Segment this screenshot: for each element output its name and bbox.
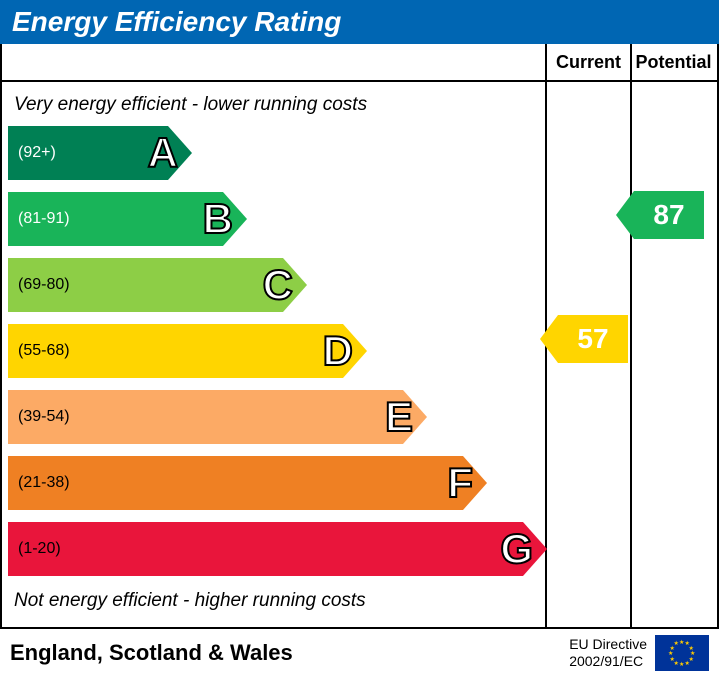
title-bar: Energy Efficiency Rating bbox=[0, 0, 719, 44]
potential-column: 87 bbox=[632, 82, 715, 627]
band-bar-e: (39-54)E bbox=[8, 390, 403, 444]
band-bar-g: (1-20)G bbox=[8, 522, 523, 576]
band-range-f: (21-38) bbox=[18, 474, 70, 492]
band-bar-d: (55-68)D bbox=[8, 324, 343, 378]
band-row-a: (92+) A bbox=[8, 126, 545, 188]
band-row-c: (69-80) C bbox=[8, 258, 545, 320]
chart-body: Very energy efficient - lower running co… bbox=[2, 82, 717, 627]
header-row: Current Potential bbox=[2, 44, 717, 82]
potential-pointer: 87 bbox=[634, 191, 704, 239]
header-spacer bbox=[2, 44, 547, 80]
current-value: 57 bbox=[577, 323, 608, 355]
eu-star-icon: ★ bbox=[674, 640, 679, 647]
band-letter-g: G bbox=[500, 525, 533, 573]
potential-pointer-arrow bbox=[616, 191, 634, 239]
current-pointer: 57 bbox=[558, 315, 628, 363]
band-range-c: (69-80) bbox=[18, 276, 70, 294]
directive-line1: EU Directive bbox=[569, 636, 647, 653]
current-header: Current bbox=[547, 44, 632, 80]
band-row-e: (39-54) E bbox=[8, 390, 545, 452]
bands-container: (92+) A (81-91) B (69-80) C (55-68) D (39-54) E (2… bbox=[2, 126, 545, 584]
current-pointer-arrow bbox=[540, 315, 558, 363]
caption-bottom: Not energy efficient - higher running co… bbox=[2, 584, 545, 616]
band-range-d: (55-68) bbox=[18, 342, 70, 360]
band-bar-f: (21-38)F bbox=[8, 456, 463, 510]
band-range-b: (81-91) bbox=[18, 210, 70, 228]
band-bar-a: (92+)A bbox=[8, 126, 168, 180]
band-bar-b: (81-91)B bbox=[8, 192, 223, 246]
epc-chart: Energy Efficiency Rating Current Potenti… bbox=[0, 0, 719, 675]
current-column: 57 bbox=[547, 82, 632, 627]
band-row-d: (55-68) D bbox=[8, 324, 545, 386]
band-letter-d: D bbox=[323, 327, 353, 375]
directive-text: EU Directive 2002/91/EC bbox=[569, 636, 647, 670]
band-letter-b: B bbox=[203, 195, 233, 243]
chart-title: Energy Efficiency Rating bbox=[12, 6, 341, 37]
footer: England, Scotland & Wales EU Directive 2… bbox=[0, 629, 719, 677]
footer-right: EU Directive 2002/91/EC ★★★★★★★★★★★★ bbox=[569, 635, 709, 671]
potential-header: Potential bbox=[632, 44, 715, 80]
chart-outer: Current Potential Very energy efficient … bbox=[0, 44, 719, 629]
bars-area: Very energy efficient - lower running co… bbox=[2, 82, 547, 627]
band-letter-e: E bbox=[385, 393, 413, 441]
band-letter-c: C bbox=[263, 261, 293, 309]
band-bar-c: (69-80)C bbox=[8, 258, 283, 312]
band-range-g: (1-20) bbox=[18, 540, 61, 558]
band-row-b: (81-91) B bbox=[8, 192, 545, 254]
band-range-e: (39-54) bbox=[18, 408, 70, 426]
footer-region: England, Scotland & Wales bbox=[10, 640, 293, 666]
band-range-a: (92+) bbox=[18, 144, 56, 162]
caption-top: Very energy efficient - lower running co… bbox=[2, 90, 545, 122]
eu-star-icon: ★ bbox=[685, 660, 690, 667]
band-letter-f: F bbox=[447, 459, 473, 507]
eu-star-icon: ★ bbox=[679, 661, 684, 668]
band-letter-a: A bbox=[148, 129, 178, 177]
band-row-g: (1-20) G bbox=[8, 522, 545, 584]
potential-value: 87 bbox=[653, 199, 684, 231]
eu-flag-icon: ★★★★★★★★★★★★ bbox=[655, 635, 709, 671]
directive-line2: 2002/91/EC bbox=[569, 653, 647, 670]
band-row-f: (21-38) F bbox=[8, 456, 545, 518]
